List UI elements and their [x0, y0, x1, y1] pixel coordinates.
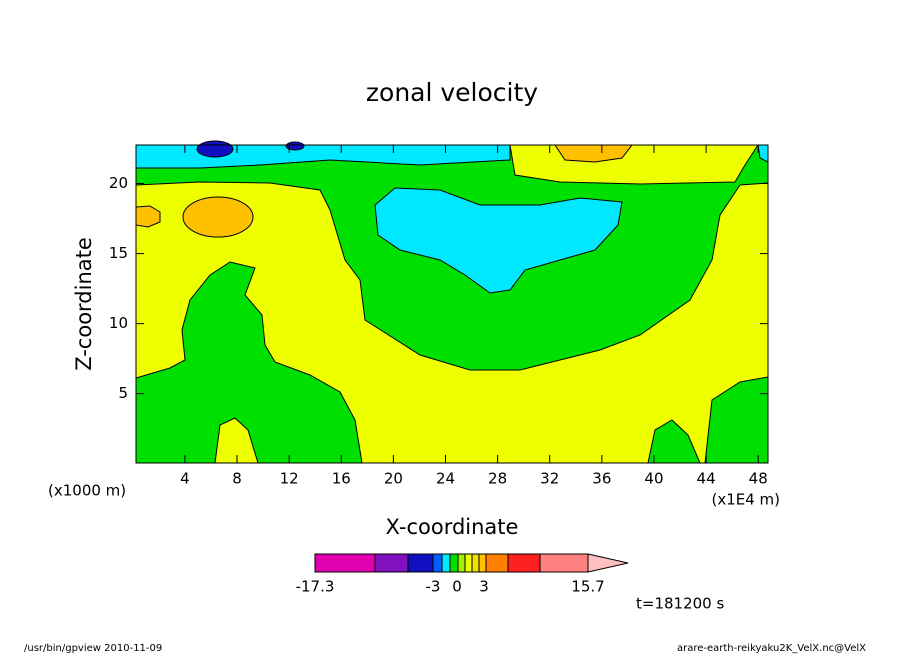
colorbar-swatch — [539, 553, 589, 573]
colorbar-swatch — [485, 553, 509, 573]
contour-field — [135, 140, 769, 464]
x-tick-label: 12 — [280, 470, 299, 488]
colorbar-extension — [587, 553, 629, 573]
colorbar-swatch — [449, 553, 459, 573]
colorbar-swatch — [432, 553, 443, 573]
colorbar-swatch — [464, 553, 473, 573]
region — [374, 187, 623, 294]
colorbar-swatch — [507, 553, 541, 573]
annotation: t=181200 s — [636, 595, 724, 613]
x-tick-label: 32 — [540, 470, 559, 488]
y-tick-label: 20 — [109, 174, 128, 192]
x-tick-label: 40 — [644, 470, 663, 488]
x-tick-label: 8 — [232, 470, 242, 488]
region — [196, 140, 234, 158]
colorbar-tick-label: -17.3 — [296, 578, 335, 596]
colorbar-tick-label: -3 — [426, 578, 441, 596]
colorbar-swatch — [407, 553, 434, 573]
colorbar-tick-label: 0 — [452, 578, 462, 596]
colorbar-swatch — [471, 553, 480, 573]
footer-right: arare-earth-reikyaku2K_VelX.nc@VelX — [677, 643, 866, 654]
x-tick-label: 4 — [180, 470, 190, 488]
region — [182, 196, 254, 238]
y-tick-label: 10 — [109, 314, 128, 332]
x-axis-label: X-coordinate — [386, 515, 519, 539]
footer-left: /usr/bin/gpview 2010-11-09 — [24, 643, 162, 654]
x-tick-label: 48 — [749, 470, 768, 488]
region — [285, 141, 305, 151]
y-unit: (x1000 m) — [48, 482, 126, 500]
region — [135, 261, 363, 464]
x-unit: (x1E4 m) — [711, 491, 780, 509]
y-axis-label: Z-coordinate — [72, 237, 96, 371]
colorbar-tick-label: 3 — [479, 578, 489, 596]
y-tick-label: 15 — [109, 244, 128, 262]
chart-title: zonal velocity — [366, 78, 538, 107]
x-tick-label: 20 — [384, 470, 403, 488]
colorbar-swatch — [441, 553, 451, 573]
colorbar-swatch — [314, 553, 376, 573]
region — [509, 144, 759, 185]
x-tick-label: 16 — [332, 470, 351, 488]
x-tick-label: 44 — [697, 470, 716, 488]
colorbar-tick-label: 15.7 — [571, 578, 604, 596]
x-tick-label: 24 — [436, 470, 455, 488]
y-tick-label: 5 — [118, 384, 128, 402]
colorbar-swatch — [374, 553, 409, 573]
colorbar-swatch — [457, 553, 466, 573]
colorbar-swatch — [478, 553, 487, 573]
x-tick-label: 36 — [592, 470, 611, 488]
x-tick-label: 28 — [488, 470, 507, 488]
plot-frame — [135, 144, 769, 464]
